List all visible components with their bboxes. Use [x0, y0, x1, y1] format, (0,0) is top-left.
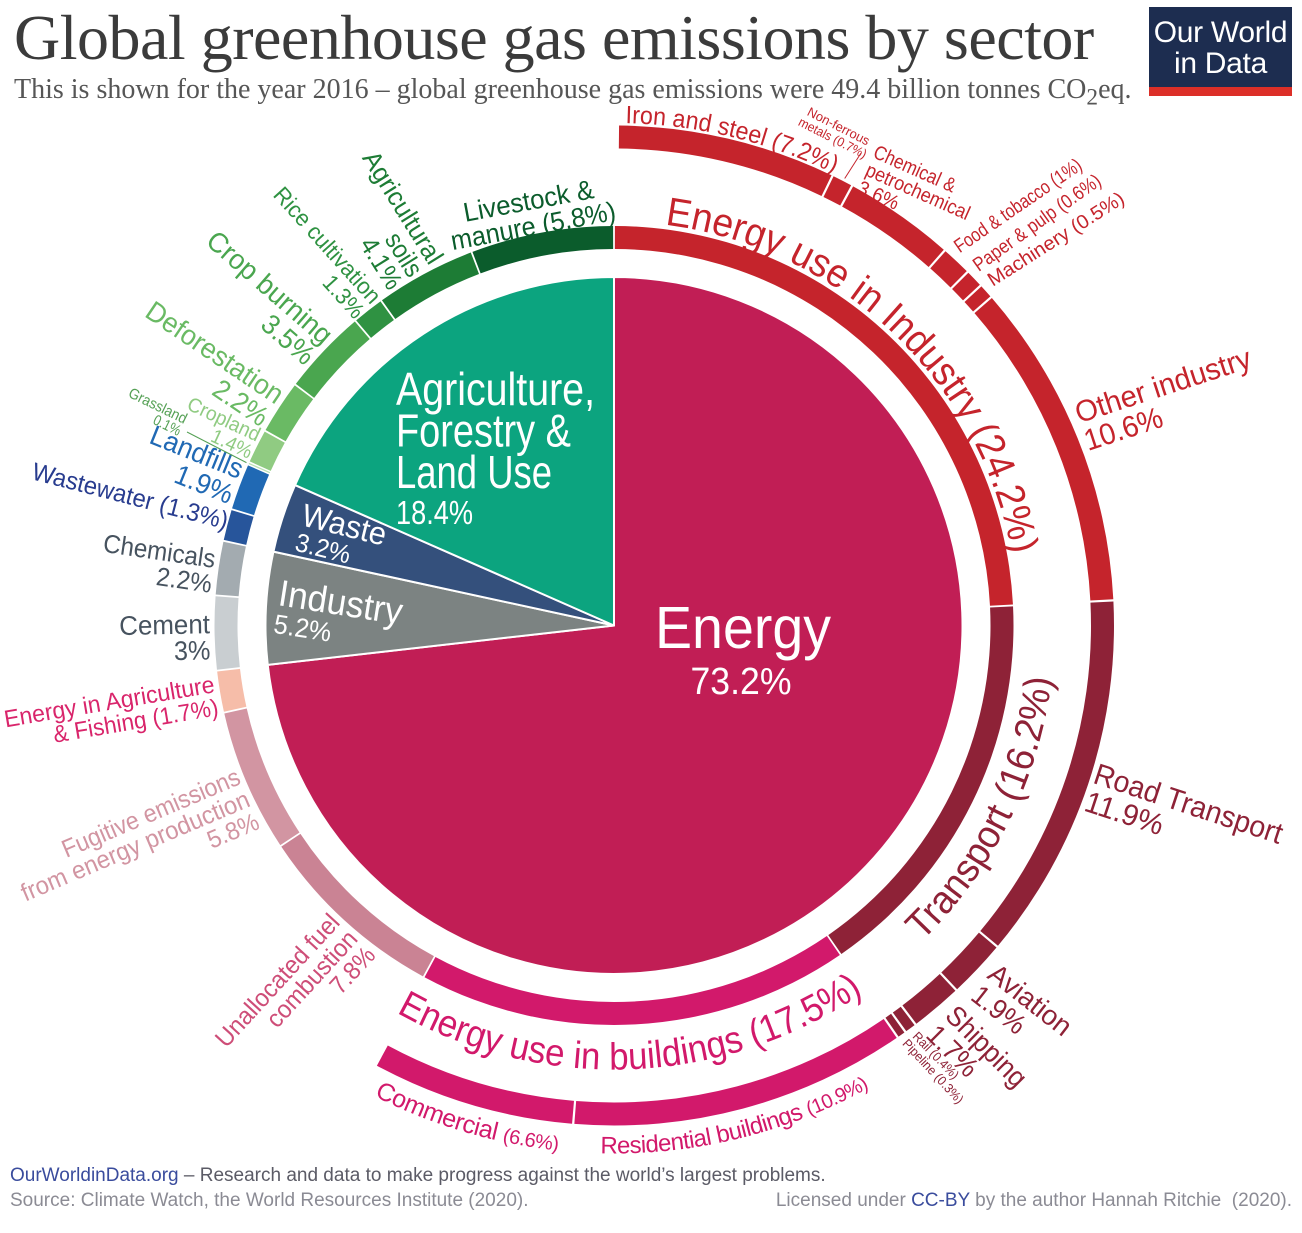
svg-text:Cement3%: Cement3% — [119, 609, 211, 667]
svg-text:Energy: Energy — [655, 595, 831, 661]
svg-text:Industry5.2%: Industry5.2% — [272, 572, 406, 658]
svg-text:Waste3.2%: Waste3.2% — [292, 497, 390, 577]
svg-text:73.2%: 73.2% — [691, 661, 792, 703]
svg-text:Agriculture,Forestry &Land Use: Agriculture, Forestry & Land Use 18.4% — [396, 363, 595, 531]
